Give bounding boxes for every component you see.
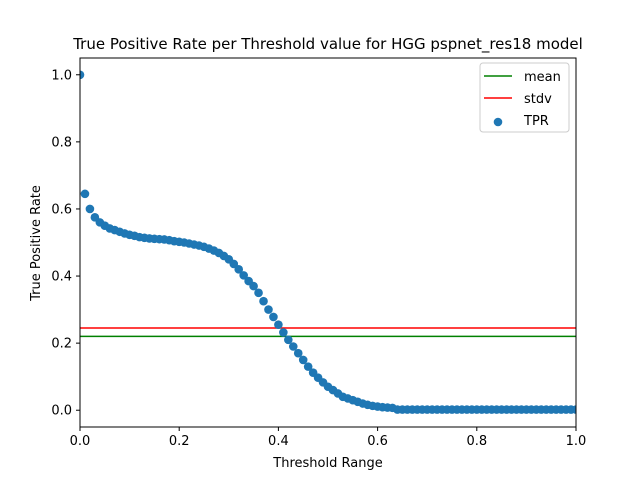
tpr-point: [288, 342, 298, 351]
plot-content: [80, 70, 576, 414]
plot-area: [80, 70, 576, 414]
x-tick-label: 0.4: [268, 434, 289, 449]
tpr-point: [85, 204, 95, 214]
axes: 0.0 0.0 0.2 0.2 0.4 0.4 0.6 0.6 0.8 0.8 1.0 1.0: [51, 57, 587, 449]
tpr-point: [80, 189, 90, 199]
x-tick-label: 0.0: [70, 434, 91, 449]
tpr-point: [298, 355, 308, 365]
axes-frame: [79, 57, 577, 428]
x-tick-label: 1.0: [566, 434, 587, 449]
tpr-point: [239, 271, 248, 280]
x-tick-label: 0.8: [466, 434, 487, 449]
x-tick-label: 0.2: [169, 434, 190, 449]
tpr-point: [274, 320, 283, 329]
tpr-point: [234, 265, 244, 274]
legend-TPR-label: TPR: [523, 114, 549, 129]
tpr-point: [303, 362, 313, 371]
y-axis-label: True Positive Rate: [29, 185, 44, 302]
tpr-point: [284, 335, 293, 345]
x-tick-label: 0.6: [367, 434, 388, 449]
tpr-point: [293, 348, 303, 358]
y-tick-label: 0.6: [51, 202, 72, 217]
tpr-point: [80, 70, 85, 80]
tpr-point: [269, 312, 278, 322]
legend-stdv-label: stdv: [524, 92, 552, 107]
legend: mean stdv TPR: [479, 62, 570, 133]
y-tick-label: 1.0: [51, 68, 72, 83]
tpr-point: [571, 405, 576, 414]
legend-TPR-swatch: [493, 117, 503, 127]
tpr-point: [249, 281, 258, 291]
legend-box: [479, 62, 570, 133]
tpr-point: [259, 296, 268, 306]
tpr-point: [279, 328, 288, 337]
x-axis-label: Threshold Range: [272, 456, 382, 471]
y-tick-label: 0.2: [51, 337, 72, 352]
tpr-point: [264, 305, 273, 314]
y-tick-label: 0.0: [51, 404, 72, 419]
legend-mean-label: mean: [524, 70, 561, 85]
tpr-point: [254, 288, 263, 298]
y-tick-label: 0.4: [51, 270, 72, 285]
y-tick-label: 0.8: [51, 135, 72, 150]
chart-title: True Positive Rate per Threshold value f…: [72, 35, 583, 54]
